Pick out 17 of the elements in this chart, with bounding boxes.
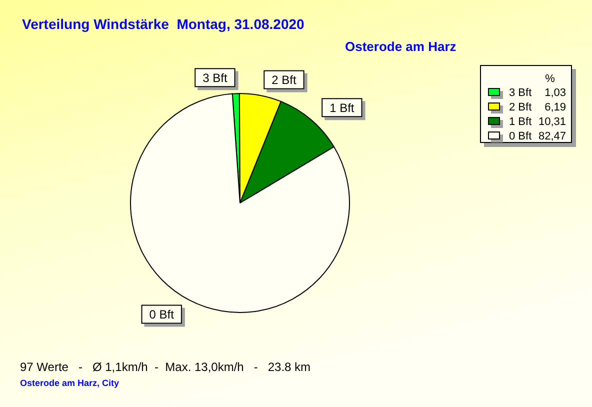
text: 97 Werte - Ø 1,1km/h - Max. 13,0km/h - 23.8 km	[20, 360, 311, 374]
text: Osterode am Harz, City	[20, 378, 120, 388]
legend-label: 3 Bft	[509, 87, 532, 100]
legend-title: %	[545, 73, 556, 86]
slice-label: 3 Bft	[202, 70, 228, 85]
legend-label: 0 Bft	[509, 130, 532, 143]
legend-label: 2 Bft	[509, 102, 532, 114]
chart-title: Verteilung Windstärke Montag, 31.08.2020	[22, 16, 304, 32]
slice-label: 1 Bft	[330, 100, 355, 115]
legend-label: 1 Bft	[509, 116, 532, 128]
chart-subtitle: Osterode am Harz	[345, 39, 456, 54]
slice-label: 0 Bft	[149, 308, 175, 322]
slice-label: 2 Bft	[272, 73, 297, 88]
data-label: 1,03	[544, 87, 566, 100]
data-label: 82,47	[538, 130, 566, 143]
data-label: 6,19	[544, 102, 566, 114]
data-label: 10,31	[538, 116, 566, 128]
